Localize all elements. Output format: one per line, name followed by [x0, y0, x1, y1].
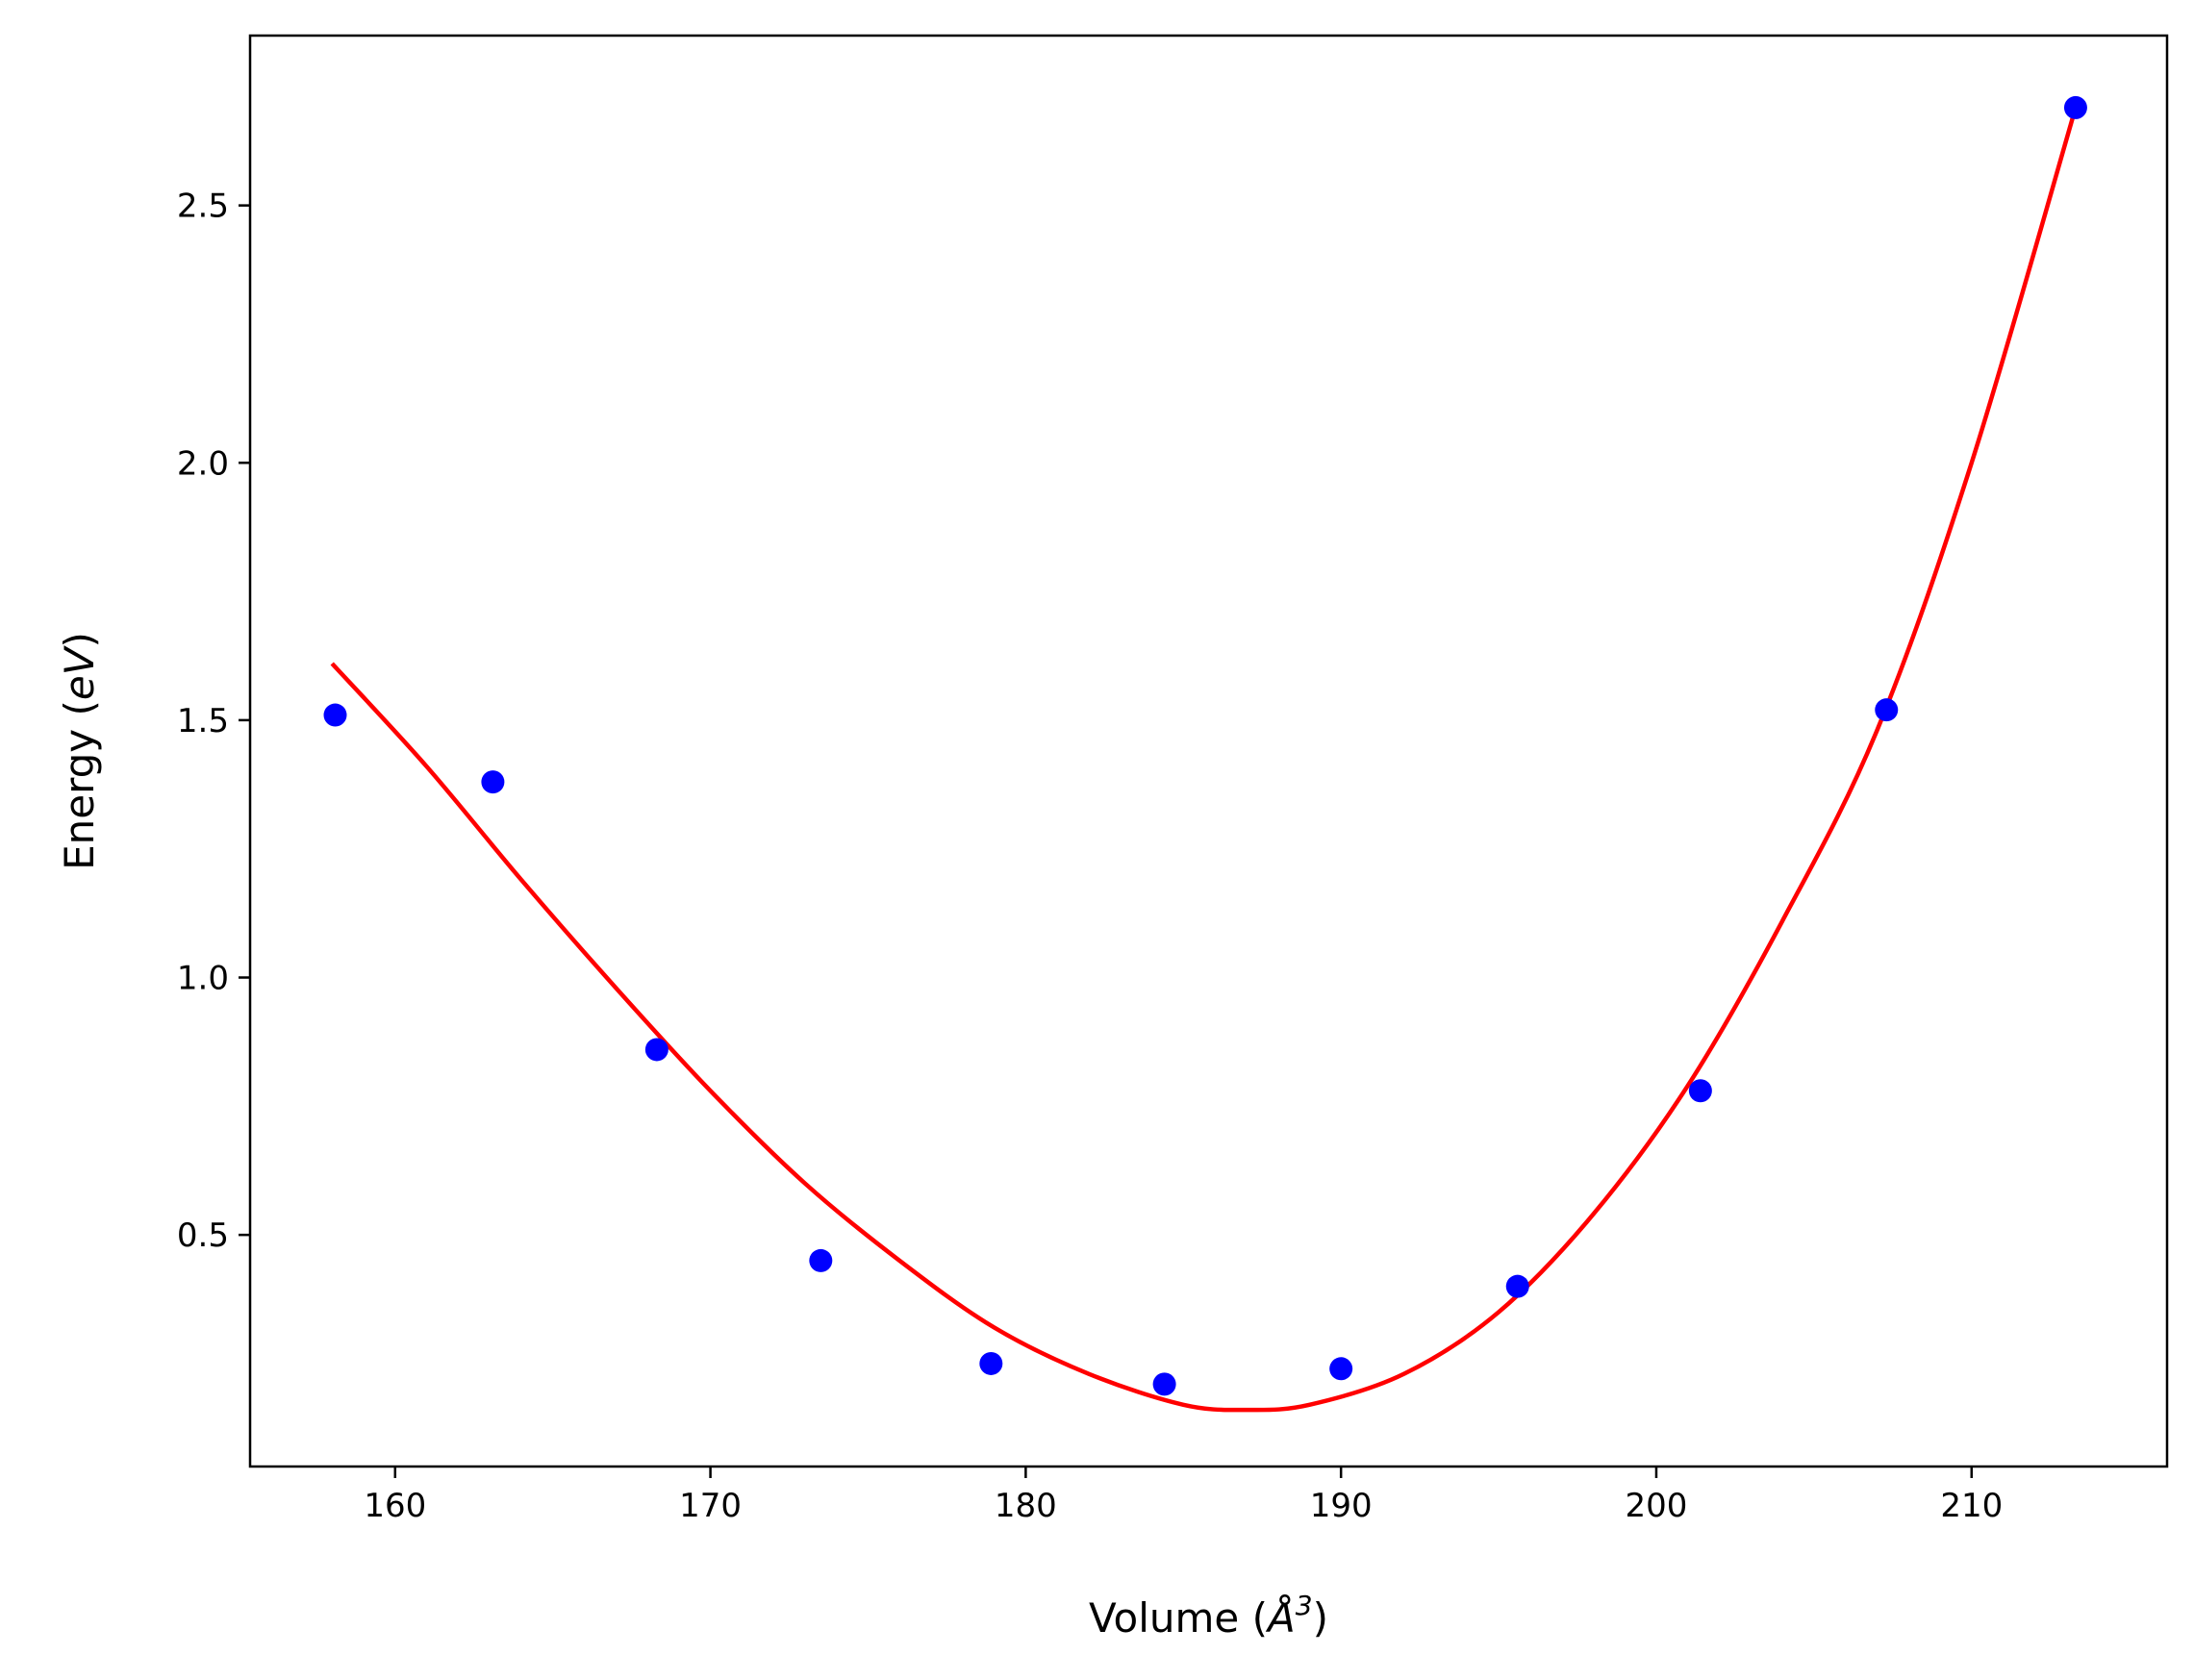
x-axis-label-unit: Å	[1265, 1593, 1296, 1642]
data-point	[809, 1248, 833, 1272]
data-point	[1505, 1274, 1529, 1298]
y-tick-label: 2.0	[177, 444, 229, 483]
data-point	[1688, 1079, 1712, 1103]
data-point	[323, 703, 347, 727]
y-axis-label-unit: eV	[56, 644, 103, 700]
x-axis-label-exponent: 3	[1296, 1590, 1313, 1621]
data-point	[644, 1038, 668, 1062]
x-tick-label: 180	[995, 1487, 1057, 1525]
y-axis-label: Energy (eV)	[56, 632, 103, 870]
x-tick-label: 190	[1310, 1487, 1373, 1525]
y-tick-label: 2.5	[177, 188, 229, 226]
data-point	[1329, 1357, 1353, 1381]
x-axis-ticks: 160 170 180 190 200 210	[364, 1467, 2003, 1525]
data-point	[481, 770, 505, 794]
y-axis-ticks: 0.5 1.0 1.5 2.0 2.5	[177, 188, 250, 1255]
y-axis-label-prefix: Energy (	[56, 700, 103, 870]
data-point	[1875, 698, 1899, 722]
fit-curve-line	[330, 107, 2079, 1413]
y-axis-label-suffix: )	[56, 632, 103, 647]
x-tick-label: 160	[364, 1487, 426, 1525]
x-axis-label: Volume (Å3)	[1089, 1590, 1328, 1642]
x-tick-label: 210	[1940, 1487, 2003, 1525]
plot-frame	[248, 34, 2169, 1468]
data-point	[2063, 95, 2087, 119]
data-point	[979, 1351, 1003, 1375]
x-axis-label-prefix: Volume (	[1089, 1594, 1268, 1642]
x-tick-label: 170	[679, 1487, 742, 1525]
x-tick-label: 200	[1626, 1487, 1688, 1525]
plot-content	[323, 95, 2087, 1413]
x-axis-label-suffix: )	[1313, 1594, 1328, 1642]
y-tick-label: 1.5	[177, 702, 229, 740]
y-tick-label: 0.5	[177, 1216, 229, 1255]
y-tick-label: 1.0	[177, 960, 229, 998]
data-point	[1152, 1372, 1176, 1396]
